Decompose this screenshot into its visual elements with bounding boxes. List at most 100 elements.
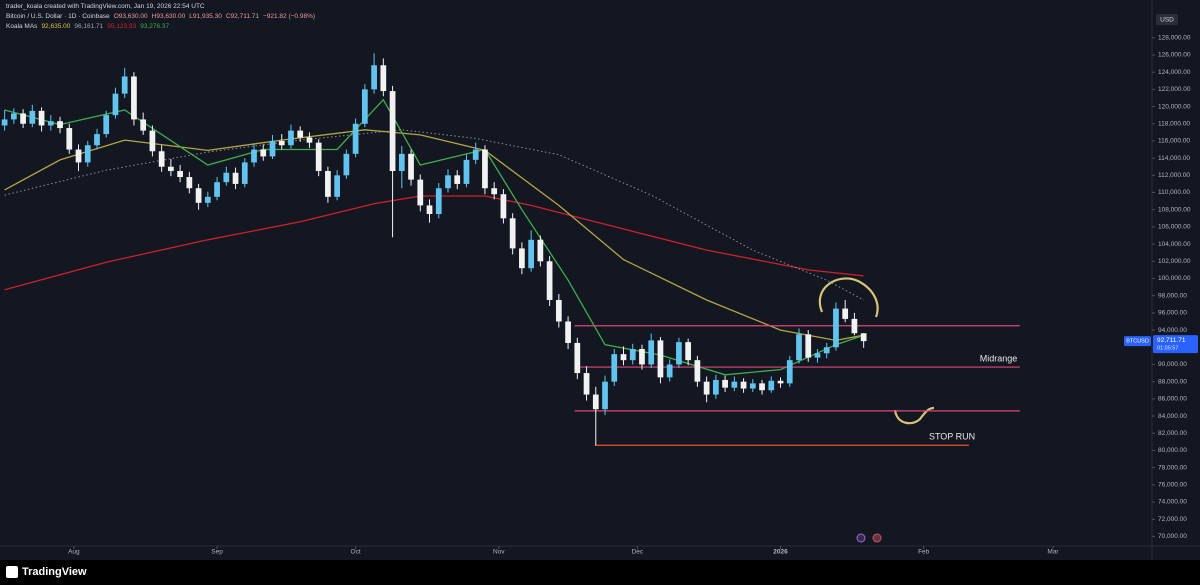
candle-body [112,93,119,116]
candle-body [749,383,756,389]
ohlc: O93,630.00 H93,630.00 L91,935.30 C92,711.71… [114,13,319,20]
candle-body [278,140,285,146]
candle-body [519,248,525,269]
header: trader_koala created with TradingView.co… [6,2,323,32]
y-tick-label: 70,000.00 [1158,533,1187,540]
attribution: trader_koala created with TradingView.co… [6,3,205,10]
candle-body [223,172,230,183]
y-tick-label: 114,000.00 [1158,155,1190,162]
annotation: STOP RUN [929,432,975,442]
moving-average [4,129,864,301]
candle-body [288,130,294,146]
candle-body [131,76,137,120]
candle-body [29,110,36,124]
y-tick-label: 82,000.00 [1158,430,1187,437]
ohlc-value: L91,935.30 [189,13,222,20]
y-tick-label: 124,000.00 [1158,69,1191,76]
indicator-value: 95,123.93 [107,23,137,30]
candle-body [814,353,821,358]
candle-body [860,333,867,342]
y-tick-label: 116,000.00 [1158,138,1190,145]
x-tick-label: Sep [211,549,223,556]
candle-body [121,76,128,94]
candle-body [454,175,461,184]
candle-body [47,121,54,126]
candle-body [251,149,257,163]
candle-body [371,65,377,90]
candle-body [583,373,590,395]
y-tick-label: 76,000.00 [1158,482,1187,489]
candle-body [676,342,682,365]
currency-box [1156,14,1178,25]
y-tick-label: 126,000.00 [1158,52,1191,59]
y-tick-label: 88,000.00 [1158,378,1187,385]
countdown: 01:05:57 [1157,346,1178,352]
candle-body [842,308,849,319]
event-icon[interactable] [856,533,866,543]
y-tick-label: 80,000.00 [1158,447,1187,454]
last-price: 92,711.71 [1157,337,1186,344]
candle-body [177,171,183,178]
candle-body [380,65,387,92]
candle-body [509,218,516,249]
candle-body [75,149,82,163]
candle-body [158,151,165,167]
candle-body [361,89,368,124]
moving-average [4,195,864,291]
y-tick-label: 74,000.00 [1158,499,1187,506]
candle-body [103,115,110,135]
candle-body [823,347,830,354]
candle-body [398,153,405,172]
candle-body [740,381,747,389]
candle-body [417,179,424,206]
y-tick-label: 110,000.00 [1158,189,1190,196]
candle-body [620,354,627,361]
candle-body [833,308,839,348]
y-tick-label: 86,000.00 [1158,396,1187,403]
candle-body [334,175,341,197]
candle-body [297,130,304,138]
symbol-line: Bitcoin / U.S. Dollar · 1D · Coinbase O93… [6,12,323,22]
candle-body [694,360,701,382]
candle-body [84,145,91,163]
y-tick-label: 72,000.00 [1158,516,1187,523]
brand: TradingView [22,566,87,578]
candle-body [389,91,396,172]
candle-body [57,121,63,129]
y-tick-label: 118,000.00 [1158,120,1190,127]
candle-body [565,321,571,343]
plot: Midrange STOP RUN [1,53,1020,446]
candle-body [537,239,544,262]
candle-body [648,340,655,365]
ohlc-value: H93,630.00 [151,13,186,20]
candle-body [195,188,202,203]
candle-body [592,394,599,410]
y-tick-label: 112,000.00 [1158,172,1190,179]
candle-body [611,354,618,382]
candle-body [786,360,793,384]
candle-body [768,380,775,391]
currency: USD [1160,17,1174,24]
x-tick-label: Oct [351,549,361,556]
candle-body [445,175,451,189]
brand-logo [6,566,18,578]
candle-body [463,159,470,184]
candle-body [214,182,220,197]
x-tick-label: Feb [918,549,930,556]
candle-body [472,149,479,160]
event-icon[interactable] [872,533,882,543]
symbol: Bitcoin / U.S. Dollar · 1D · Coinbase [6,13,110,20]
candle-body [482,149,488,189]
candle-body [168,166,174,172]
annotation: Midrange [980,353,1018,363]
candle-body [352,123,359,154]
y-tick-label: 106,000.00 [1158,224,1191,231]
candle-body [805,334,812,358]
candle-body [546,261,553,300]
candle-body [20,113,26,124]
indicator-value: 93,276.37 [140,23,170,30]
candle-body [435,188,442,215]
candle-body [204,196,211,203]
candle-body [408,153,414,180]
